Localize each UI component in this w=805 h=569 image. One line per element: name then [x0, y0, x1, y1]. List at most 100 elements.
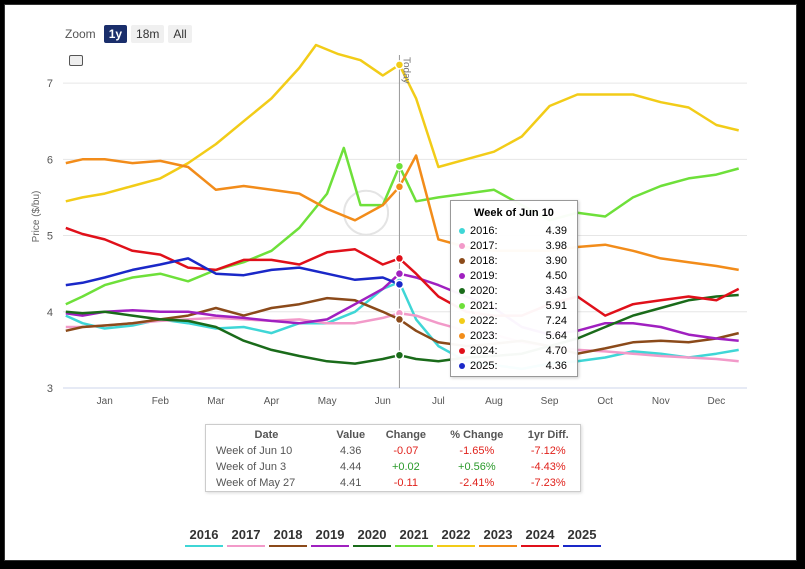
series-dot-icon	[459, 347, 465, 354]
y-axis-label: Price ($/bu)	[31, 191, 42, 243]
series-dot-icon	[459, 317, 465, 324]
series-line-2021	[65, 146, 740, 306]
tooltip-year: 2019:	[470, 269, 498, 282]
chart-frame: 3 4 5 6 7 Jan Feb Mar Apr May Jun Jul Aug Sep Oct Nov De…	[4, 4, 797, 561]
tooltip-value: 3.98	[545, 239, 567, 252]
chat-icon[interactable]	[69, 55, 83, 66]
stats-yr-cell: -4.43%	[530, 461, 566, 473]
price-chart: 3 4 5 6 7 Jan Feb Mar Apr May Jun Jul Aug Sep Oct Nov De…	[31, 43, 747, 407]
tooltip-year: 2025:	[470, 359, 498, 372]
tooltip-value: 7.24	[545, 314, 567, 327]
series-dot-icon	[459, 257, 465, 264]
table-row: Week of Jun 10 4.36 -0.07 -1.65% -7.12%	[206, 443, 580, 459]
tooltip-year: 2020:	[470, 284, 498, 297]
watermark-logo	[343, 189, 390, 236]
series-marker-2024	[394, 253, 405, 264]
tooltip-value: 3.90	[545, 254, 567, 267]
y-tick-label: 6	[47, 154, 53, 166]
stats-header: 1yr Diff.	[527, 429, 569, 441]
stats-date-cell: Week of May 27	[216, 477, 296, 489]
legend-label: 2023	[483, 527, 513, 542]
tooltip-year: 2021:	[470, 299, 498, 312]
tooltip-row: 2017: 3.98	[451, 238, 577, 253]
x-tick-label: Jun	[375, 396, 391, 407]
tooltip-row: 2020: 3.43	[451, 283, 577, 298]
legend-line	[185, 545, 223, 547]
legend-label: 2021	[399, 527, 429, 542]
stats-change-cell: -0.11	[393, 477, 418, 489]
x-tick-label: Apr	[264, 396, 280, 407]
stats-pct-cell: -2.41%	[459, 477, 495, 489]
legend-line	[353, 545, 391, 547]
tooltip-row: 2022: 7.24	[451, 313, 577, 328]
tooltip-value: 4.50	[545, 269, 567, 282]
stats-header: Value	[336, 429, 366, 441]
legend-item-2024[interactable]: 2024	[521, 527, 559, 547]
tooltip-row: 2016: 4.39	[451, 223, 577, 238]
tooltip-year: 2018:	[470, 254, 498, 267]
stats-header: % Change	[450, 429, 504, 441]
series-marker-2019	[394, 268, 405, 279]
series-marker-2020	[394, 350, 405, 360]
tooltip-value: 4.70	[545, 344, 567, 357]
tooltip-row: 2025: 4.36	[451, 358, 577, 373]
series-dot-icon	[459, 302, 465, 309]
tooltip-value: 3.43	[545, 284, 567, 297]
stats-pct-cell: -1.65%	[459, 445, 495, 457]
x-tick-label: Feb	[152, 396, 170, 407]
series-dot-icon	[459, 287, 465, 294]
tooltip-row: 2018: 3.90	[451, 253, 577, 268]
stats-table: Date Value Change % Change 1yr Diff. Week of…	[205, 424, 581, 492]
table-row: Week of Jun 3 4.44 +0.02 +0.56% -4.43%	[206, 459, 580, 475]
legend-item-2022[interactable]: 2022	[437, 527, 475, 547]
legend-label: 2024	[525, 527, 555, 542]
legend-label: 2025	[567, 527, 597, 542]
legend-item-2017[interactable]: 2017	[227, 527, 265, 547]
x-tick-label: May	[318, 396, 337, 407]
tooltip-value: 4.39	[545, 224, 567, 237]
stats-yr-cell: -7.12%	[530, 445, 566, 457]
series-dot-icon	[459, 242, 465, 249]
x-tick-label: Oct	[597, 396, 613, 407]
legend-item-2020[interactable]: 2020	[353, 527, 391, 547]
stats-value-cell: 4.41	[340, 477, 362, 489]
legend-item-2021[interactable]: 2021	[395, 527, 433, 547]
legend-item-2018[interactable]: 2018	[269, 527, 307, 547]
stats-change-cell: -0.07	[393, 445, 419, 457]
tooltip-year: 2022:	[470, 314, 498, 327]
stats-change-cell: +0.02	[391, 461, 420, 473]
x-tick-label: Mar	[207, 396, 225, 407]
x-tick-label: Jul	[432, 396, 445, 407]
series-dot-icon	[459, 272, 465, 279]
legend-item-2023[interactable]: 2023	[479, 527, 517, 547]
today-label: Today	[400, 57, 411, 84]
y-tick-label: 4	[47, 307, 53, 319]
series-marker-2022	[394, 60, 405, 70]
zoom-label: Zoom	[65, 27, 96, 41]
x-tick-label: Aug	[485, 396, 503, 407]
legend-line	[437, 545, 475, 547]
tooltip-row: 2024: 4.70	[451, 343, 577, 358]
legend-item-2016[interactable]: 2016	[185, 527, 223, 547]
zoom-all-button[interactable]: All	[168, 25, 192, 43]
tooltip-row: 2023: 5.64	[451, 328, 577, 343]
legend-item-2019[interactable]: 2019	[311, 527, 349, 547]
table-row: Week of May 27 4.41 -0.11 -2.41% -7.23%	[206, 475, 580, 491]
x-tick-label: Sep	[541, 396, 559, 407]
stats-date-cell: Week of Jun 10	[216, 445, 293, 457]
legend-line	[227, 545, 265, 547]
series-dot-icon	[459, 362, 465, 369]
legend-item-2025[interactable]: 2025	[563, 527, 601, 547]
legend: 2016 2017 2018 2019 2020 2021 2022 2023 2024 2025	[185, 527, 601, 547]
tooltip-row: 2021: 5.91	[451, 298, 577, 313]
series-marker-2023	[394, 182, 405, 192]
y-tick-label: 7	[47, 78, 53, 90]
legend-label: 2020	[357, 527, 387, 542]
legend-line	[521, 545, 559, 547]
zoom-18m-button[interactable]: 18m	[131, 25, 165, 43]
tooltip-value: 5.91	[545, 299, 567, 312]
x-tick-label: Dec	[708, 396, 726, 407]
legend-label: 2022	[441, 527, 471, 542]
series-dot-icon	[459, 227, 465, 234]
zoom-1y-button[interactable]: 1y	[103, 25, 128, 43]
